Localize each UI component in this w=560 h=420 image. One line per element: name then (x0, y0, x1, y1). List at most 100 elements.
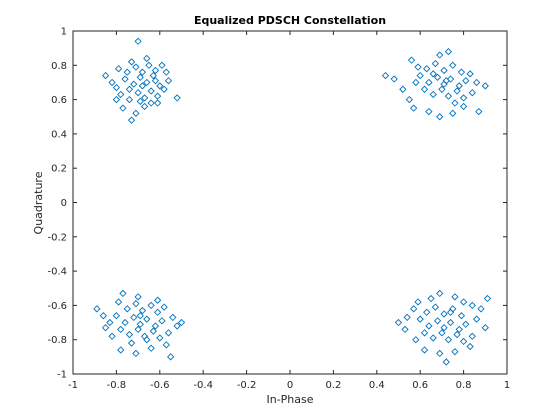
constellation-point (134, 37, 142, 45)
x-axis: -1 -0.8 -0.6 -0.4 -0.2 0 0.2 0.4 0.6 0.8 1 (68, 31, 510, 391)
constellation-point (121, 75, 129, 83)
constellation-points (93, 37, 492, 366)
constellation-point (108, 78, 116, 87)
constellation-point (117, 90, 125, 99)
constellation-point (440, 310, 448, 318)
constellation-point (405, 95, 413, 104)
constellation-point (147, 344, 155, 352)
x-tick-label: 0 (287, 380, 293, 391)
constellation-point (462, 77, 470, 85)
constellation-point (423, 308, 431, 316)
constellation-point (162, 68, 170, 76)
constellation-point (444, 47, 453, 56)
x-tick-label: -0.2 (237, 380, 257, 391)
x-tick-label: 0.6 (412, 380, 428, 391)
constellation-point (121, 318, 129, 327)
constellation-point (125, 95, 134, 104)
constellation-point (457, 68, 466, 76)
constellation-point (446, 318, 455, 327)
constellation-point (459, 298, 468, 306)
constellation-point (145, 61, 153, 69)
constellation-point (136, 73, 144, 81)
constellation-point (420, 346, 429, 354)
constellation-point (410, 305, 418, 313)
constellation-point (151, 66, 160, 75)
constellation-point (416, 315, 424, 323)
constellation-point (138, 306, 147, 315)
constellation-point (101, 71, 110, 80)
x-tick-label: 0.4 (369, 380, 385, 391)
constellation-point (169, 313, 177, 322)
constellation-point (444, 336, 453, 344)
constellation-point (140, 94, 149, 102)
x-tick-label: 0.8 (456, 380, 472, 391)
constellation-point (149, 71, 157, 80)
plot-area (72, 30, 508, 375)
constellation-point (472, 78, 481, 87)
constellation-point (127, 58, 136, 66)
constellation-point (427, 294, 435, 303)
chart-title: Equalized PDSCH Constellation (194, 14, 386, 27)
constellation-point (436, 349, 444, 358)
constellation-point (158, 317, 166, 325)
constellation-point (444, 92, 453, 100)
constellation-point (466, 342, 474, 351)
constellation-point (453, 87, 461, 95)
y-tick-label: -1 (57, 370, 67, 381)
constellation-point (436, 289, 444, 298)
constellation-point (433, 73, 442, 81)
constellation-point (125, 330, 134, 339)
constellation-point (438, 329, 446, 337)
y-axis: -1 -0.8 -0.6 -0.4 -0.2 0 0.2 0.4 0.6 0.8 1 (47, 27, 507, 381)
constellation-point (431, 303, 440, 311)
constellation-point (453, 330, 461, 339)
constellation-point (106, 318, 114, 327)
constellation-point (425, 322, 433, 330)
constellation-point (158, 61, 166, 69)
constellation-point (412, 78, 420, 87)
constellation-point (147, 301, 155, 310)
constellation-point (429, 70, 437, 78)
x-tick-label: -0.4 (193, 380, 213, 391)
constellation-point (101, 324, 110, 332)
constellation-point (149, 327, 157, 335)
constellation-point (177, 318, 186, 327)
constellation-point (134, 325, 142, 334)
constellation-point (449, 109, 457, 117)
constellation-point (449, 61, 457, 69)
constellation-point (143, 336, 151, 344)
constellation-point (394, 318, 403, 327)
constellation-point (112, 95, 121, 104)
constellation-point (130, 80, 138, 88)
y-tick-label: 1 (61, 27, 67, 38)
constellation-point (119, 289, 127, 298)
y-tick-label: 0 (61, 198, 67, 209)
constellation-point (108, 332, 116, 340)
constellation-point (132, 109, 140, 117)
constellation-point (414, 298, 422, 306)
y-tick-label: -0.4 (47, 267, 67, 278)
constellation-point (451, 293, 459, 301)
constellation-point (173, 94, 181, 102)
constellation-point (130, 313, 138, 322)
constellation-point (455, 82, 463, 90)
constellation-point (483, 294, 492, 303)
constellation-point (431, 59, 440, 68)
constellation-point (114, 298, 123, 306)
constellation-point (429, 334, 437, 342)
constellation-point (468, 301, 476, 310)
constellation-point (455, 325, 463, 334)
constellation-point (472, 315, 481, 323)
constellation-point (127, 116, 136, 124)
constellation-point (153, 308, 162, 316)
constellation-point (446, 308, 455, 316)
constellation-point (156, 82, 164, 90)
y-tick-label: -0.6 (47, 301, 67, 312)
constellation-point (134, 89, 142, 97)
constellation-point (143, 54, 151, 63)
constellation-point (433, 317, 442, 325)
constellation-point (381, 71, 390, 80)
x-tick-label: 1 (504, 380, 510, 391)
constellation-point (440, 324, 448, 332)
constellation-point (99, 312, 108, 320)
